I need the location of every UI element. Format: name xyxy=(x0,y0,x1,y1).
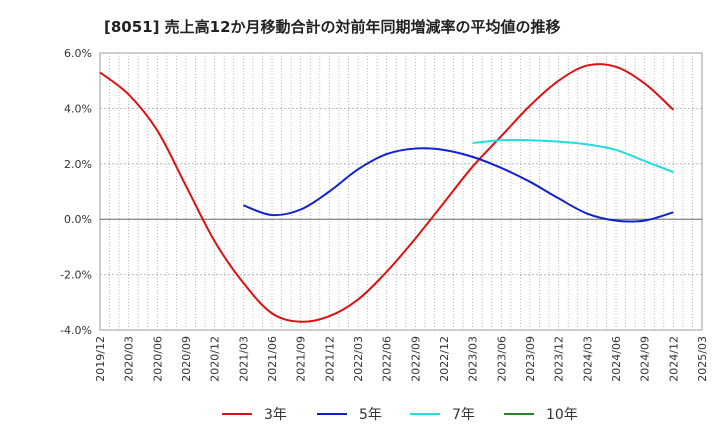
x-tick-label: 2023/03 xyxy=(467,336,480,382)
grid-layer xyxy=(99,52,703,331)
x-tick-label: 2024/06 xyxy=(610,336,623,382)
x-tick-label: 2024/03 xyxy=(581,336,594,382)
x-tick-label: 2020/06 xyxy=(151,336,164,382)
x-tick-label: 2022/12 xyxy=(438,336,451,382)
x-tick-label: 2023/09 xyxy=(524,336,537,382)
y-tick-label: 6.0% xyxy=(64,47,92,60)
chart-title: [8051] 売上高12か月移動合計の対前年同期増減率の平均値の推移 xyxy=(104,18,561,36)
x-tick-label: 2022/09 xyxy=(409,336,422,382)
x-tick-label: 2021/09 xyxy=(295,336,308,382)
y-tick-label: 4.0% xyxy=(64,102,92,115)
legend-label-3: 7年 xyxy=(452,407,475,423)
series-line-2 xyxy=(242,147,674,223)
x-tick-label: 2022/03 xyxy=(352,336,365,382)
legend-label-2: 5年 xyxy=(359,407,382,423)
plot-border xyxy=(99,52,703,331)
series-layer xyxy=(99,63,675,323)
axis-layer: 6.0% 4.0% 2.0% 0.0% -2.0% -4.0%2019/12 2020/03… xyxy=(60,47,709,382)
legend-layer: 3年 5年 7年 10年 xyxy=(222,407,578,423)
series-line-3 xyxy=(472,138,674,174)
x-tick-label: 2025/03 xyxy=(696,336,709,382)
y-tick-label: -2.0% xyxy=(60,269,92,282)
x-tick-label: 2024/09 xyxy=(639,336,652,382)
x-tick-label: 2020/12 xyxy=(209,336,222,382)
x-tick-label: 2021/12 xyxy=(323,336,336,382)
legend-label-1: 3年 xyxy=(264,407,287,423)
x-tick-label: 2024/12 xyxy=(667,336,680,382)
x-tick-label: 2023/12 xyxy=(553,336,566,382)
x-tick-label: 2020/09 xyxy=(180,336,193,382)
x-tick-label: 2021/06 xyxy=(266,336,279,382)
x-tick-label: 2020/03 xyxy=(123,336,136,382)
legend-label-4: 10年 xyxy=(546,407,578,423)
y-tick-label: 0.0% xyxy=(64,213,92,226)
x-tick-label: 2023/06 xyxy=(495,336,508,382)
series-line-1 xyxy=(99,63,675,323)
y-tick-label: -4.0% xyxy=(60,324,92,337)
y-tick-label: 2.0% xyxy=(64,158,92,171)
x-tick-label: 2021/03 xyxy=(237,336,250,382)
x-tick-label: 2019/12 xyxy=(94,336,107,382)
x-tick-label: 2022/06 xyxy=(381,336,394,382)
